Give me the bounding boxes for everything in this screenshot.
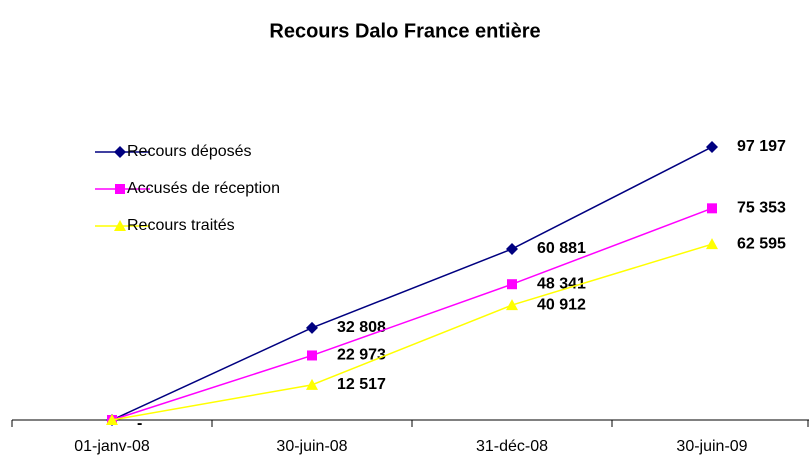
x-tick-label: 31-déc-08 xyxy=(476,438,548,455)
data-point xyxy=(506,299,518,311)
data-label: 48 341 xyxy=(537,275,586,292)
data-point xyxy=(306,321,318,334)
x-tick-label: 30-juin-08 xyxy=(276,438,347,455)
series-line xyxy=(111,146,713,421)
data-point xyxy=(706,238,718,250)
data-label: - xyxy=(137,415,142,432)
chart-title: Recours Dalo France entière xyxy=(269,20,540,42)
legend-marker xyxy=(114,220,126,231)
data-point xyxy=(507,279,517,290)
legend-label: Recours traités xyxy=(127,217,235,234)
data-label: 22 973 xyxy=(337,347,386,364)
data-label: 75 353 xyxy=(737,200,786,217)
legend-label: Accusés de réception xyxy=(127,180,280,197)
data-point xyxy=(707,203,717,214)
legend-marker xyxy=(115,184,125,194)
data-label: 40 912 xyxy=(537,296,586,313)
data-point xyxy=(306,378,318,390)
x-tick-label: 30-juin-09 xyxy=(676,438,747,455)
legend-marker xyxy=(114,146,126,158)
data-label: 12 517 xyxy=(337,376,386,393)
data-point xyxy=(506,242,518,255)
series-line xyxy=(111,243,713,421)
data-label: 60 881 xyxy=(537,240,586,257)
legend-label: Recours déposés xyxy=(127,143,252,160)
series-line xyxy=(111,207,713,421)
data-point xyxy=(307,350,317,361)
x-tick-label: 01-janv-08 xyxy=(74,438,150,455)
data-point xyxy=(706,140,718,153)
data-label: 97 197 xyxy=(737,138,786,155)
data-point xyxy=(106,414,118,425)
data-label: 62 595 xyxy=(737,235,786,252)
data-label: 32 808 xyxy=(337,319,386,336)
